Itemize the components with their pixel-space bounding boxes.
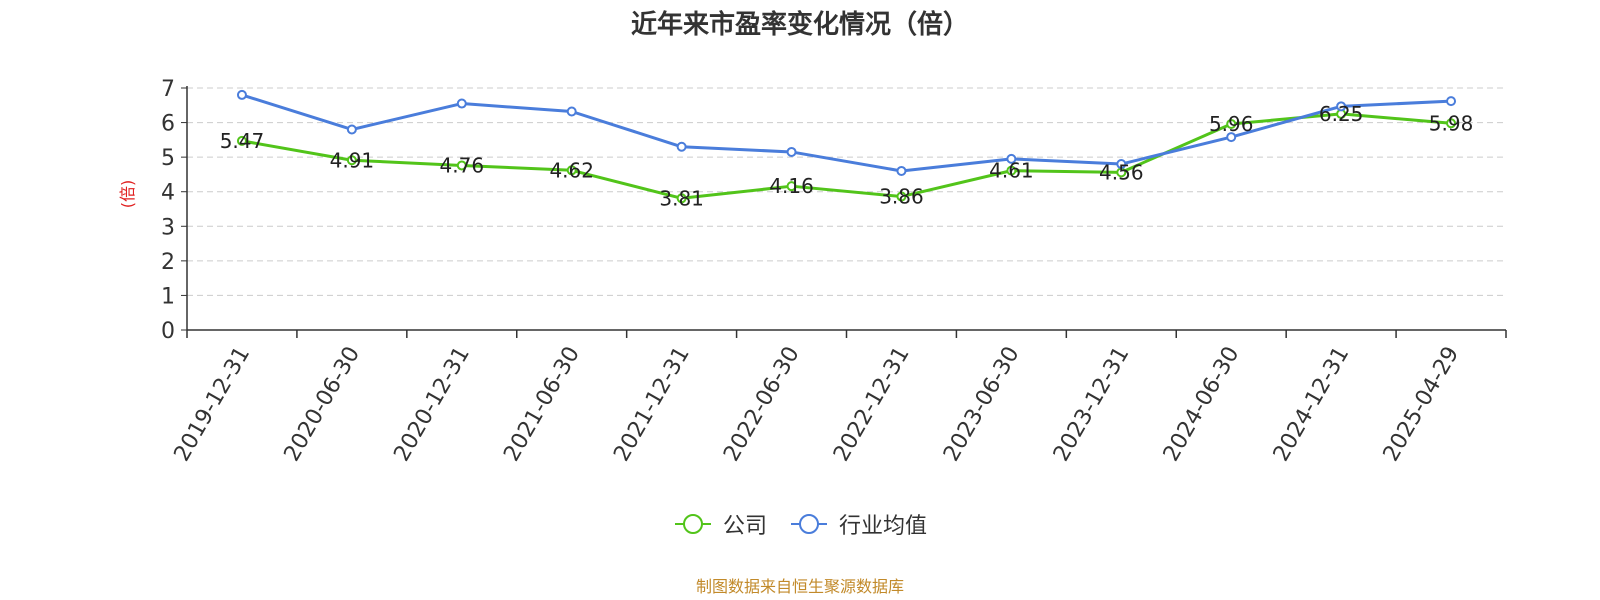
series-0-point	[566, 165, 577, 176]
data-label: 6.25	[1319, 102, 1364, 126]
data-source-note: 制图数据来自恒生聚源数据库	[695, 577, 904, 596]
x-tick-label: 2022-06-30	[719, 343, 805, 466]
data-label: 5.47	[220, 129, 265, 153]
series-0-point	[1226, 118, 1237, 129]
x-tick-label: 2021-06-30	[499, 343, 585, 466]
series-0-point	[676, 193, 687, 204]
series-1-point	[236, 89, 247, 100]
y-tick-label: 2	[161, 250, 175, 275]
legend-marker-company-icon	[674, 514, 711, 534]
y-tick-label: 5	[161, 146, 175, 171]
x-tick-label: 2022-12-31	[829, 343, 915, 466]
series-0-point	[1446, 118, 1457, 129]
data-label: 3.81	[659, 186, 704, 210]
series-line-1	[241, 93, 1452, 173]
y-tick-label: 0	[161, 319, 175, 344]
x-tick-label: 2025-04-29	[1379, 343, 1465, 466]
series-0-point	[346, 155, 357, 166]
y-tick-label: 4	[161, 181, 175, 206]
x-tick-label: 2023-12-31	[1049, 343, 1135, 466]
legend-label-industry: 行业均值	[839, 514, 928, 539]
data-label: 4.62	[549, 158, 594, 182]
legend-marker-industry-icon	[791, 514, 827, 534]
x-tick-label: 2020-06-30	[279, 343, 365, 466]
chart-title: 近年来市盈率变化情况（倍）	[630, 10, 969, 40]
data-label: 5.98	[1429, 111, 1474, 135]
series-1-point	[786, 146, 797, 157]
series-0-point	[896, 191, 907, 202]
y-tick-label: 6	[161, 112, 175, 137]
series-1-point	[346, 124, 357, 135]
series-0-point	[1006, 165, 1017, 176]
series-1-point	[896, 165, 907, 176]
data-label: 4.76	[440, 153, 485, 177]
series-0-point	[236, 135, 247, 146]
series-1-point	[566, 106, 577, 117]
legend: 公司 行业均值	[0, 508, 1600, 540]
series-0-point	[786, 181, 797, 192]
data-label: 4.61	[989, 159, 1034, 183]
data-label: 4.91	[330, 148, 375, 172]
y-tick-label: 1	[161, 284, 175, 309]
series-1-point	[1226, 132, 1237, 143]
x-tick-label: 2024-06-30	[1159, 343, 1245, 466]
data-label: 3.86	[879, 185, 924, 209]
x-tick-label: 2019-12-31	[170, 343, 256, 466]
series-line-0	[241, 112, 1452, 200]
legend-item-company[interactable]: 公司	[673, 508, 767, 540]
series-1-point	[1116, 159, 1127, 170]
series-1-point	[1006, 153, 1017, 164]
data-label: 4.16	[769, 174, 814, 198]
series-0-point	[456, 160, 467, 171]
series-1-point	[1446, 96, 1457, 107]
y-tick-label: 7	[161, 77, 175, 102]
legend-label-company: 公司	[722, 514, 767, 539]
x-tick-label: 2021-12-31	[609, 343, 695, 466]
series-1-point	[676, 141, 687, 152]
x-tick-label: 2020-12-31	[389, 343, 475, 466]
x-tick-label: 2024-12-31	[1269, 343, 1355, 466]
data-label: 4.56	[1099, 160, 1144, 184]
legend-item-industry[interactable]: 行业均值	[789, 508, 927, 540]
series-1-point	[456, 98, 467, 109]
y-axis-label: (倍)	[118, 180, 137, 209]
y-tick-label: 3	[161, 215, 175, 240]
x-tick-label: 2023-06-30	[939, 343, 1025, 466]
series-1-point	[1336, 101, 1347, 112]
data-label: 5.96	[1209, 112, 1254, 136]
